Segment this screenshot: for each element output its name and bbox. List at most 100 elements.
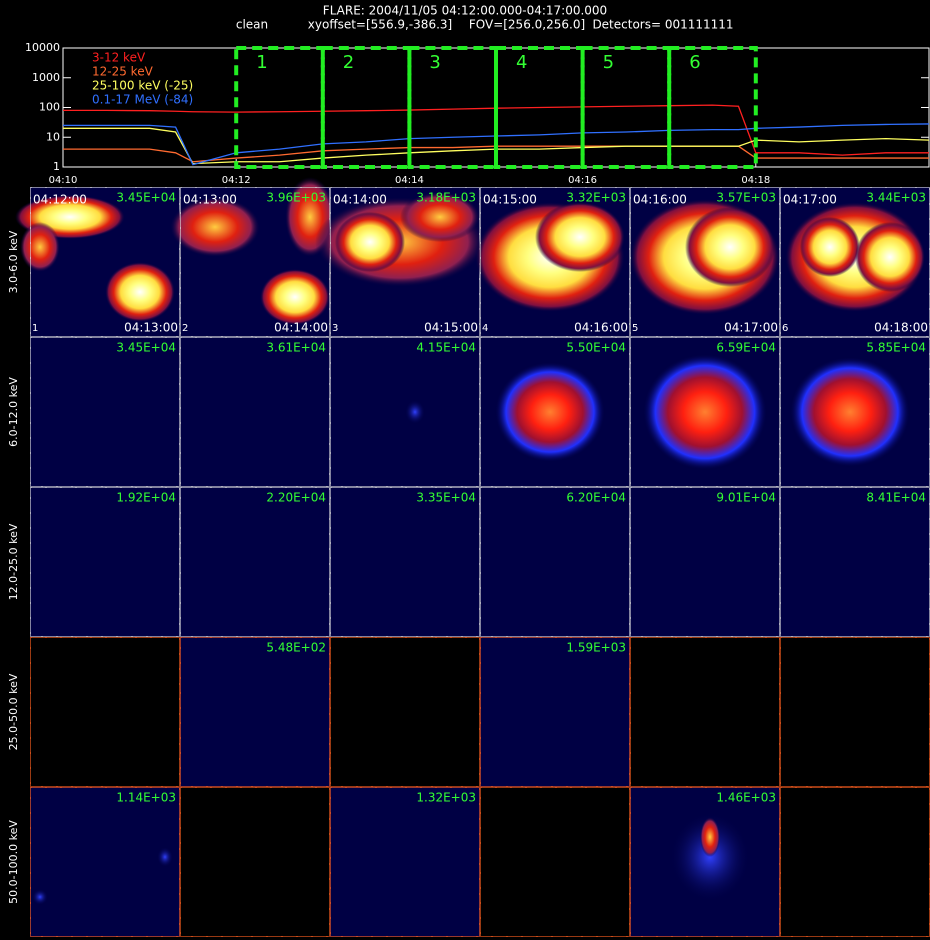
panel-max: 3.45E+04 [116,341,176,355]
interval-label: 6 [689,52,700,73]
x-tick-label: 04:16 [568,175,597,186]
legend-label: 3-12 keV [92,51,146,65]
panel-max: 6.20E+04 [566,491,626,505]
panel-end: 04:17:00 [724,321,778,335]
panel-border [480,337,630,487]
image-panel: 8.41E+04 [780,487,930,637]
emission-blob [855,222,925,292]
panel-border [330,787,480,937]
panel-bg [780,637,930,787]
row-label: 12.0-25.0 keV [7,523,20,600]
emission-blob [643,354,767,470]
legend-label: 12-25 keV [92,65,154,79]
panel-end: 04:18:00 [874,321,928,335]
emission-blob [685,207,775,287]
image-panel: 3.96E+03 04:13:00 04:14:00 2 [170,177,335,337]
emission-blob [32,889,48,905]
image-panel: 3.35E+04 [330,487,480,637]
image-panel [480,787,630,937]
panel-bg [30,337,180,487]
panel-max: 6.59E+04 [716,341,776,355]
interval-box [494,46,585,169]
image-panel: 5.48E+02 [180,637,330,787]
panel-bg [330,637,480,787]
y-tick-label: 1 [53,160,60,173]
image-panel [780,637,930,787]
panel-max: 1.92E+04 [116,491,176,505]
interval-box [667,46,758,169]
panel-max: 1.32E+03 [416,791,476,805]
panel-border [30,787,180,937]
panel-index: 5 [632,323,638,334]
panel-end: 04:14:00 [274,321,328,335]
panel-border [630,787,780,937]
panel-border [630,187,780,337]
interval-label: 5 [603,52,614,73]
legend-label: 0.1-17 MeV (-84) [92,93,193,107]
emission-blob [105,262,175,322]
panel-max: 5.50E+04 [566,341,626,355]
panel-end: 04:16:00 [574,321,628,335]
image-panel: 1.59E+03 [480,637,630,787]
image-panel: 3.45E+04 04:12:00 04:13:00 1 [15,187,180,337]
interval-box [580,46,672,169]
row-label: 6.0-12.0 keV [7,377,20,447]
image-panel: 1.14E+03 [30,787,180,937]
panel-border [630,637,780,787]
panel-border [630,337,780,487]
panel-bg [30,637,180,787]
panel-index: 2 [182,323,188,334]
interval-box [407,46,498,169]
panel-border [30,337,180,487]
image-panel: 4.15E+04 [330,337,480,487]
panel-bg [780,487,930,637]
panel-bg [180,487,330,637]
panel-bg [630,637,780,787]
row-label: 3.0-6.0 keV [7,230,20,293]
image-panel: 3.18E+03 04:14:00 04:15:00 3 [315,187,485,337]
y-tick-label: 1000 [32,71,60,84]
y-tick-label: 10 [46,130,60,143]
panel-index: 3 [332,323,338,334]
interval-label: 4 [516,52,527,73]
panel-border [30,487,180,637]
panel-index: 1 [32,323,38,334]
panel-max: 3.96E+03 [266,191,326,205]
image-panel [180,787,330,937]
panel-max: 3.45E+04 [116,191,176,205]
image-panel: 1.92E+04 [30,487,180,637]
panel-bg [180,337,330,487]
panel-bg [330,787,480,937]
row-label: 50.0-100.0 keV [7,820,20,904]
panel-start: 04:17:00 [783,193,837,207]
panel-max: 5.85E+04 [866,341,926,355]
panel-border [330,487,480,637]
panel-index: 6 [782,323,788,334]
panel-bg [630,487,780,637]
image-panel: 3.44E+03 04:17:00 04:18:00 6 [780,187,930,337]
image-panel [630,637,780,787]
panel-max: 1.59E+03 [566,641,626,655]
panel-border [480,487,630,637]
panel-end: 04:13:00 [124,321,178,335]
subtitle-part: xyoffset=[556.9,-386.3] [308,18,452,32]
panel-bg [30,487,180,637]
panel-start: 04:12:00 [33,193,87,207]
panel-start: 04:14:00 [333,193,387,207]
interval-label: 1 [256,52,267,73]
x-tick-label: 04:12 [222,175,251,186]
panel-bg [330,487,480,637]
panel-start: 04:16:00 [633,193,687,207]
interval-label: 3 [429,52,440,73]
image-panel [780,787,930,937]
x-tick-label: 04:18 [741,175,770,186]
panel-border [30,187,180,337]
emission-blob [495,362,605,462]
panel-max: 3.18E+03 [416,191,476,205]
panel-bg [480,787,630,937]
image-panel: 6.59E+04 [630,337,780,487]
title: FLARE: 2004/11/05 04:12:00.000-04:17:00.… [323,4,607,18]
panel-border [180,637,330,787]
x-tick-label: 04:14 [395,175,424,186]
